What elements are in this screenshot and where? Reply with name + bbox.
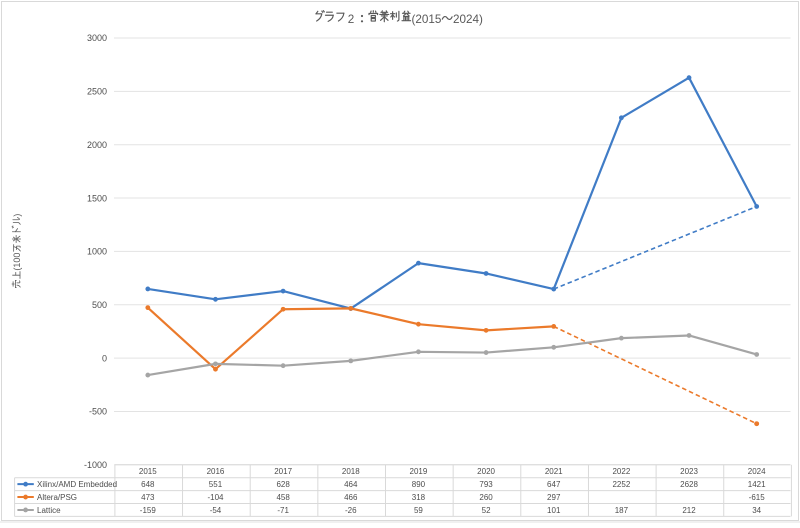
svg-text:-615: -615 bbox=[749, 493, 766, 502]
svg-text:1421: 1421 bbox=[748, 480, 766, 489]
svg-text:-500: -500 bbox=[89, 407, 107, 417]
svg-text:628: 628 bbox=[276, 480, 290, 489]
svg-text:2000: 2000 bbox=[87, 140, 107, 150]
svg-text:-104: -104 bbox=[207, 493, 224, 502]
svg-text:): ) bbox=[12, 214, 22, 217]
svg-text:-159: -159 bbox=[140, 506, 157, 515]
svg-text:647: 647 bbox=[547, 480, 561, 489]
svg-text:464: 464 bbox=[344, 480, 358, 489]
svg-text:793: 793 bbox=[479, 480, 493, 489]
svg-text:297: 297 bbox=[547, 493, 561, 502]
svg-text:2018: 2018 bbox=[342, 467, 360, 476]
svg-text:Xilinx/AMD Embedded: Xilinx/AMD Embedded bbox=[37, 480, 117, 489]
svg-text:2: 2 bbox=[348, 13, 355, 26]
svg-text:318: 318 bbox=[412, 493, 426, 502]
svg-text:2252: 2252 bbox=[612, 480, 630, 489]
svg-text:2022: 2022 bbox=[612, 467, 630, 476]
svg-text:(100: (100 bbox=[12, 253, 22, 271]
svg-text:2628: 2628 bbox=[680, 480, 698, 489]
svg-text:648: 648 bbox=[141, 480, 155, 489]
svg-text:52: 52 bbox=[482, 506, 491, 515]
svg-text:0: 0 bbox=[102, 353, 107, 363]
svg-text:2023: 2023 bbox=[680, 467, 698, 476]
svg-text:260: 260 bbox=[479, 493, 493, 502]
svg-text:-54: -54 bbox=[210, 506, 222, 515]
svg-text:Altera/PSG: Altera/PSG bbox=[37, 493, 77, 502]
svg-text:Lattice: Lattice bbox=[37, 506, 61, 515]
svg-text:458: 458 bbox=[276, 493, 290, 502]
svg-text:2016: 2016 bbox=[207, 467, 225, 476]
svg-text:2024): 2024) bbox=[453, 13, 483, 26]
svg-text:466: 466 bbox=[344, 493, 358, 502]
svg-text:1000: 1000 bbox=[87, 247, 107, 257]
svg-text:101: 101 bbox=[547, 506, 561, 515]
svg-text:-26: -26 bbox=[345, 506, 357, 515]
svg-text:890: 890 bbox=[412, 480, 426, 489]
svg-text:2015: 2015 bbox=[139, 467, 157, 476]
svg-text:473: 473 bbox=[141, 493, 155, 502]
svg-text:1500: 1500 bbox=[87, 193, 107, 203]
svg-text:500: 500 bbox=[92, 300, 107, 310]
svg-text:2017: 2017 bbox=[274, 467, 292, 476]
svg-text:-71: -71 bbox=[277, 506, 289, 515]
svg-text:2021: 2021 bbox=[545, 467, 563, 476]
svg-text:2500: 2500 bbox=[87, 87, 107, 97]
svg-text:2024: 2024 bbox=[748, 467, 766, 476]
svg-text:(2015: (2015 bbox=[412, 13, 442, 26]
svg-text:212: 212 bbox=[682, 506, 696, 515]
svg-text:3000: 3000 bbox=[87, 33, 107, 43]
svg-text:187: 187 bbox=[615, 506, 629, 515]
svg-text:551: 551 bbox=[209, 480, 223, 489]
svg-text:2020: 2020 bbox=[477, 467, 495, 476]
svg-text:59: 59 bbox=[414, 506, 423, 515]
svg-text:-1000: -1000 bbox=[84, 460, 107, 470]
svg-text:2019: 2019 bbox=[410, 467, 428, 476]
svg-text:34: 34 bbox=[752, 506, 761, 515]
